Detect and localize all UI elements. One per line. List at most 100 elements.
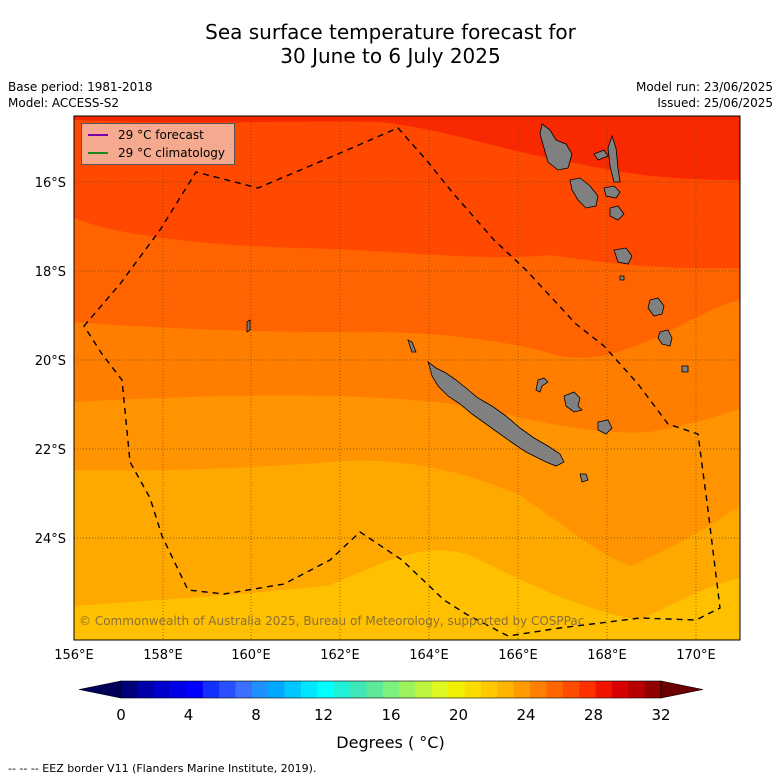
matthew-island bbox=[647, 297, 665, 317]
colorbar-units: Degrees ( °C) bbox=[336, 733, 445, 752]
lat-tick-22s: 22°S bbox=[35, 443, 66, 458]
colorbar-under-arrow bbox=[78, 680, 122, 699]
lat-tick-20s: 20°S bbox=[35, 354, 66, 369]
colorbar-tick-20: 20 bbox=[449, 706, 468, 724]
meta-right: Model run: 23/06/2025 Issued: 25/06/2025 bbox=[636, 79, 773, 111]
colorbar-swatch bbox=[153, 681, 171, 698]
lon-tick-170e: 170°E bbox=[676, 648, 716, 663]
colorbar-swatch bbox=[448, 681, 465, 698]
isle-of-pines bbox=[579, 473, 589, 483]
colorbar-swatch bbox=[317, 681, 335, 698]
colorbar-swatch bbox=[611, 681, 629, 698]
lon-ticks: 156°E 158°E 160°E 162°E 164°E 166°E 168°… bbox=[54, 648, 716, 663]
colorbar-tick-32: 32 bbox=[651, 706, 670, 724]
chesterfield-island bbox=[246, 319, 251, 333]
colorbar-swatch bbox=[399, 681, 416, 698]
sst-bands bbox=[74, 116, 740, 640]
lon-tick-158e: 158°E bbox=[143, 648, 183, 663]
colorbar-swatch bbox=[186, 681, 204, 698]
colorbar-frame bbox=[120, 680, 662, 699]
base-period: Base period: 1981-2018 bbox=[8, 80, 153, 94]
map-legend: 29 °C forecast 29 °C climatology bbox=[81, 123, 235, 165]
legend-climatology-label: 29 °C climatology bbox=[118, 146, 226, 160]
ambae-island bbox=[593, 149, 609, 161]
walpole-island bbox=[681, 365, 689, 373]
new-caledonia-island bbox=[427, 360, 565, 467]
tanna-island bbox=[613, 247, 633, 265]
colorbar-tick-12: 12 bbox=[314, 706, 333, 724]
colorbar-swatch bbox=[628, 681, 645, 698]
loyalty-island-mare bbox=[597, 419, 613, 435]
lon-tick-162e: 162°E bbox=[320, 648, 360, 663]
graticule bbox=[74, 116, 740, 640]
model-run: Model run: 23/06/2025 bbox=[635, 80, 773, 94]
lon-tick-156e: 156°E bbox=[54, 648, 94, 663]
colorbar-swatch bbox=[464, 681, 482, 698]
colorbar-over-arrow bbox=[660, 680, 704, 699]
eez-footnote: -- -- -- EEZ border V11 (Flanders Marine… bbox=[8, 762, 317, 775]
colorbar-tick-4: 4 bbox=[184, 706, 194, 724]
lat-tick-18s: 18°S bbox=[35, 265, 66, 280]
colorbar-swatch bbox=[268, 681, 285, 698]
colorbar-swatch bbox=[562, 681, 580, 698]
colorbar-swatch bbox=[333, 681, 351, 698]
colorbar-tick-28: 28 bbox=[584, 706, 603, 724]
lon-tick-160e: 160°E bbox=[231, 648, 271, 663]
maewo-pentecost-islands bbox=[607, 134, 621, 183]
colorbar bbox=[78, 680, 704, 699]
colorbar-swatch bbox=[301, 681, 318, 698]
colorbar-swatch bbox=[235, 681, 253, 698]
colorbar-tick-0: 0 bbox=[116, 706, 126, 724]
lon-tick-164e: 164°E bbox=[409, 648, 449, 663]
colorbar-swatch bbox=[350, 681, 367, 698]
colorbar-tick-8: 8 bbox=[251, 706, 261, 724]
efate-island bbox=[603, 185, 621, 199]
climatology-line-swatch bbox=[88, 152, 108, 154]
colorbar-swatch bbox=[382, 681, 400, 698]
chart-title-line2: 30 June to 6 July 2025 bbox=[280, 44, 501, 68]
colorbar-swatch bbox=[170, 681, 187, 698]
colorbar-swatch bbox=[595, 681, 613, 698]
lat-ticks: 16°S 18°S 20°S 22°S 24°S bbox=[35, 176, 66, 547]
legend-climatology: 29 °C climatology bbox=[88, 145, 225, 161]
colorbar-ticks: 0 4 8 12 16 20 24 28 32 bbox=[116, 706, 670, 724]
colorbar-swatch bbox=[415, 681, 433, 698]
lat-tick-24s: 24°S bbox=[35, 532, 66, 547]
band-28 bbox=[74, 116, 740, 180]
colorbar-swatch bbox=[202, 681, 220, 698]
belep-islands bbox=[407, 339, 417, 353]
colorbar-swatch bbox=[284, 681, 302, 698]
loyalty-island-ouvea bbox=[535, 377, 549, 393]
legend-forecast-label: 29 °C forecast bbox=[118, 128, 204, 142]
colorbar-swatch bbox=[546, 681, 564, 698]
model-name: Model: ACCESS-S2 bbox=[8, 96, 120, 110]
lon-tick-168e: 168°E bbox=[587, 648, 627, 663]
aneityum-island bbox=[619, 275, 625, 281]
espiritu-santo-island bbox=[539, 123, 573, 171]
legend-forecast: 29 °C forecast bbox=[88, 127, 204, 143]
colorbar-swatch bbox=[251, 681, 269, 698]
map-frame bbox=[73, 115, 741, 641]
colorbar-tick-16: 16 bbox=[381, 706, 400, 724]
chart-title-line1: Sea surface temperature forecast for bbox=[205, 20, 576, 44]
colorbar-swatch bbox=[481, 681, 498, 698]
lat-tick-16s: 16°S bbox=[35, 176, 66, 191]
colorbar-swatch bbox=[530, 681, 547, 698]
meta-left: Base period: 1981-2018 Model: ACCESS-S2 bbox=[8, 79, 153, 111]
issued-date: Issued: 25/06/2025 bbox=[657, 96, 773, 110]
colorbar-swatch bbox=[137, 681, 155, 698]
copyright-notice: © Commonwealth of Australia 2025, Bureau… bbox=[79, 614, 585, 628]
hunter-island bbox=[657, 329, 673, 347]
land bbox=[246, 123, 689, 483]
loyalty-island-lifou bbox=[563, 391, 583, 413]
colorbar-swatch bbox=[497, 681, 515, 698]
colorbar-swatch bbox=[121, 681, 138, 698]
colorbar-swatch bbox=[366, 681, 384, 698]
lon-tick-166e: 166°E bbox=[498, 648, 538, 663]
colorbar-swatch bbox=[644, 681, 662, 698]
colorbar-swatch bbox=[431, 681, 449, 698]
colorbar-swatch bbox=[579, 681, 596, 698]
forecast-line-swatch bbox=[88, 134, 108, 136]
malekula-island bbox=[569, 177, 599, 209]
